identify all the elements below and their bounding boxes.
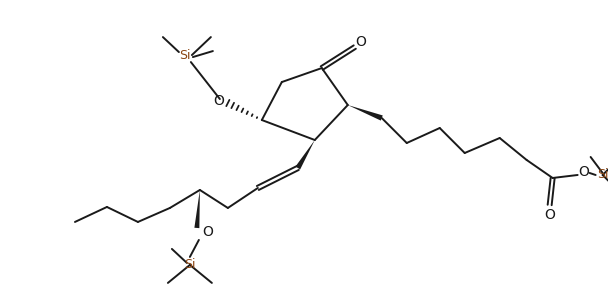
Text: Si: Si <box>597 169 608 182</box>
Text: O: O <box>355 35 366 49</box>
Text: O: O <box>544 208 555 222</box>
Text: Si: Si <box>179 48 191 62</box>
Text: O: O <box>578 165 589 179</box>
Text: O: O <box>202 225 213 239</box>
Polygon shape <box>348 105 383 121</box>
Polygon shape <box>295 140 315 169</box>
Polygon shape <box>195 190 200 228</box>
Text: O: O <box>213 94 224 108</box>
Text: Si: Si <box>184 259 196 272</box>
